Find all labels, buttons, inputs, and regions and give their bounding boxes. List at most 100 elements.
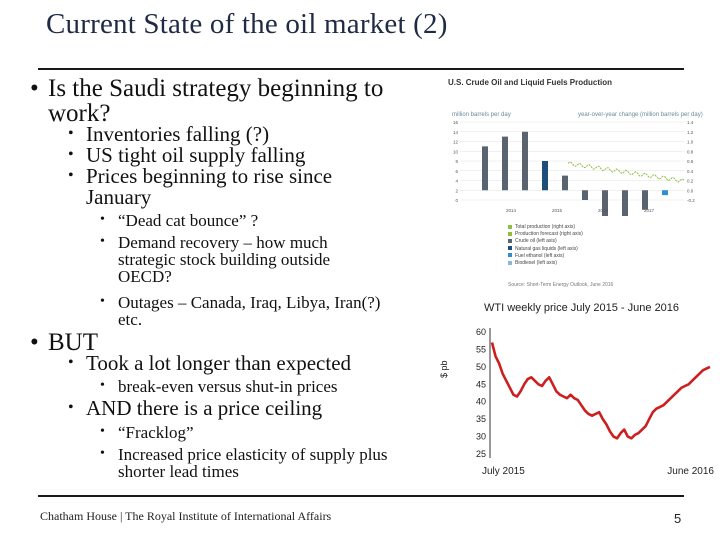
footer-rule xyxy=(38,495,684,497)
y-tick-label: 45 xyxy=(476,379,486,389)
bullet-l3: • “Dead cat bounce” ? xyxy=(100,211,259,230)
slide-title: Current State of the oil market (2) xyxy=(46,8,448,40)
legend-label: Crude oil (left axis) xyxy=(515,238,557,245)
eia-left-tick: 12 xyxy=(453,140,459,145)
legend-swatch xyxy=(508,253,512,258)
eia-x-tick: 2016 xyxy=(598,208,609,213)
eia-x-tick: 2017 xyxy=(644,208,655,213)
bullet-text: Demand recovery – how much strategic sto… xyxy=(118,233,330,286)
legend-swatch xyxy=(508,239,512,244)
wti-price-chart: WTI weekly price July 2015 - June 2016 $… xyxy=(439,296,714,486)
eia-left-tick: 8 xyxy=(455,159,458,164)
page-number: 5 xyxy=(674,511,682,526)
x-tick-label: June 2016 xyxy=(667,466,714,477)
y-tick-label: 50 xyxy=(476,362,486,372)
eia-left-tick: 6 xyxy=(455,169,458,174)
legend-swatch xyxy=(508,246,512,251)
y-axis-label: $ pb xyxy=(439,360,449,378)
eia-right-tick: 1.4 xyxy=(687,120,694,125)
legend-swatch xyxy=(508,224,512,229)
eia-production-chart: U.S. Crude Oil and Liquid Fuels Producti… xyxy=(448,76,712,296)
bullet-text: Is the Saudi strategy beginning to work? xyxy=(48,75,384,127)
bullet-text: Took a lot longer than expected xyxy=(86,351,352,375)
footer-text: Chatham House | The Royal Institute of I… xyxy=(40,509,332,523)
bullet-text: Inventories falling (?) xyxy=(86,122,270,146)
eia-plot: 16 1.4 14 1.2 12 1.0 10 0.8 8 0.6 6 0.4 4 0.2 2 0.0 0 -0.… xyxy=(453,120,695,216)
eia-bar xyxy=(522,131,528,191)
bullet-l2: • AND there is a price ceiling xyxy=(68,396,323,420)
eia-bar xyxy=(502,136,508,191)
bullet-text: US tight oil supply falling xyxy=(86,143,306,167)
eia-right-tick: 1.0 xyxy=(687,140,694,145)
bullet-l2: • Took a lot longer than expected xyxy=(68,351,352,375)
eia-bar xyxy=(562,175,568,191)
eia-right-tick: 0.6 xyxy=(687,159,694,164)
eia-production-line xyxy=(567,161,685,183)
eia-left-tick: 0 xyxy=(455,198,458,203)
eia-left-tick: 14 xyxy=(453,130,459,135)
eia-legend-item: Fuel ethanol (left axis) xyxy=(508,253,583,260)
eia-bar xyxy=(542,161,548,191)
x-tick-label: July 2015 xyxy=(482,466,525,477)
bullet-l3: • “Fracklog” xyxy=(100,423,194,442)
eia-legend-item: Natural gas liquids (left axis) xyxy=(508,246,583,253)
eia-legend-item: Crude oil (left axis) xyxy=(508,238,583,245)
eia-source-note: Source: Short-Term Energy Outlook, June … xyxy=(508,282,614,288)
bullet-text: Outages – Canada, Iraq, Libya, Iran(?) e… xyxy=(118,293,381,329)
eia-right-tick: 1.2 xyxy=(687,130,694,135)
bullet-text: Increased price elasticity of supply plu… xyxy=(118,445,388,481)
legend-swatch xyxy=(508,260,512,265)
bullet-l3: • Increased price elasticity of supply pl… xyxy=(100,445,388,481)
eia-legend-item: Production forecast (right axis) xyxy=(508,231,583,238)
y-tick-label: 40 xyxy=(476,397,486,407)
eia-right-tick: -0.2 xyxy=(687,198,695,203)
bullet-text: AND there is a price ceiling xyxy=(86,396,323,420)
bullet-l3: • Outages – Canada, Iraq, Libya, Iran(?) … xyxy=(100,293,381,329)
chart-title: WTI weekly price July 2015 - June 2016 xyxy=(484,302,680,314)
legend-label: Fuel ethanol (left axis) xyxy=(515,252,565,259)
bullet-l3: • Demand recovery – how much strategic st… xyxy=(100,233,330,286)
eia-right-tick: 0.8 xyxy=(687,149,694,154)
bullet-l1: • BUT xyxy=(30,329,98,356)
eia-x-tick: 2014 xyxy=(506,208,517,213)
y-tick-label: 55 xyxy=(476,344,486,354)
eia-left-tick: 10 xyxy=(453,149,459,154)
eia-bar xyxy=(662,190,668,196)
eia-left-tick: 2 xyxy=(455,188,458,193)
eia-chart-title: U.S. Crude Oil and Liquid Fuels Producti… xyxy=(448,78,613,87)
bullet-l2: • Prices beginning to rise since January xyxy=(68,164,333,209)
bullet-text: “Dead cat bounce” ? xyxy=(118,211,259,230)
eia-bar xyxy=(622,190,628,216)
bullet-l2: • US tight oil supply falling xyxy=(68,143,306,167)
eia-right-tick: 0.2 xyxy=(687,179,694,184)
legend-label: Biodiesel (left axis) xyxy=(515,260,557,267)
eia-left-axis-label: million barrels per day xyxy=(452,112,511,118)
bullet-text: BUT xyxy=(48,329,98,356)
y-tick-label: 60 xyxy=(476,327,486,337)
eia-legend-item: Biodiesel (left axis) xyxy=(508,260,583,267)
eia-legend-item: Total production (right axis) xyxy=(508,224,583,231)
eia-left-tick: 4 xyxy=(455,179,458,184)
bullet-l3: • break-even versus shut-in prices xyxy=(100,377,338,396)
bullet-text: Prices beginning to rise since January xyxy=(86,164,333,209)
eia-bar xyxy=(642,190,648,210)
title-rule xyxy=(38,68,684,70)
legend-label: Natural gas liquids (left axis) xyxy=(515,245,578,252)
eia-right-tick: 0.0 xyxy=(687,188,694,193)
eia-bar xyxy=(482,146,488,191)
legend-label: Total production (right axis) xyxy=(515,224,576,230)
eia-bar xyxy=(602,190,608,216)
eia-x-tick: 2015 xyxy=(552,208,563,213)
legend-label: Production forecast (right axis) xyxy=(515,231,583,238)
bullet-l2: • Inventories falling (?) xyxy=(68,122,270,146)
eia-bar xyxy=(582,190,588,200)
bullet-text: “Fracklog” xyxy=(118,423,194,442)
y-tick-label: 35 xyxy=(476,414,486,424)
y-tick-label: 25 xyxy=(476,449,486,459)
y-tick-label: 30 xyxy=(476,432,486,442)
eia-right-tick: 0.4 xyxy=(687,169,694,174)
wti-price-line xyxy=(490,342,711,440)
bullet-l1: • Is the Saudi strategy beginning to work… xyxy=(30,75,384,127)
eia-legend: Total production (right axis) Production … xyxy=(508,224,583,267)
eia-left-tick: 16 xyxy=(453,120,459,125)
